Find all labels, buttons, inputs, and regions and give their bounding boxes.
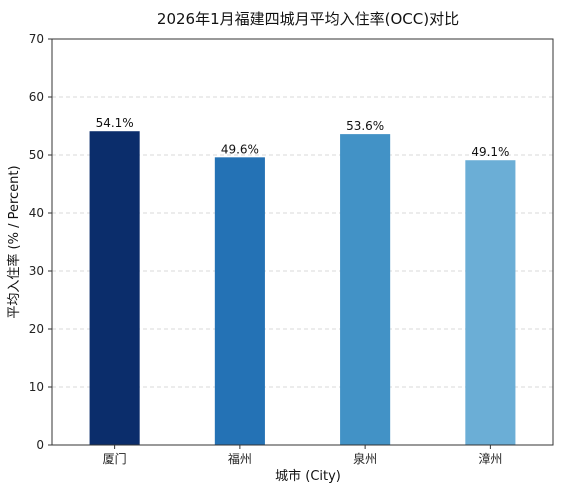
label-layer: 54.1% 49.6% 53.6% 49.1% xyxy=(96,116,510,159)
y-axis-title: 平均入住率 (% / Percent) xyxy=(6,165,22,318)
axis-layer: 0 10 20 30 40 50 60 70 厦门 福州 泉州 漳州 xyxy=(29,32,554,466)
x-tick-label: 厦门 xyxy=(103,451,127,466)
bar-2 xyxy=(214,157,265,445)
x-axis-title: 城市 (City) xyxy=(275,468,341,484)
y-tick-label: 70 xyxy=(29,32,44,46)
y-tick-label: 50 xyxy=(29,148,44,162)
chart-title: 2026年1月福建四城月平均入住率(OCC)对比 xyxy=(157,10,459,28)
y-tick-label: 40 xyxy=(29,206,44,220)
x-tick-label: 漳州 xyxy=(478,451,502,466)
bar-layer xyxy=(89,131,516,445)
y-tick-label: 10 xyxy=(29,380,44,394)
data-label: 53.6% xyxy=(346,119,384,133)
data-label: 49.6% xyxy=(221,142,259,156)
bar-4 xyxy=(465,160,516,445)
y-tick-label: 60 xyxy=(29,90,44,104)
bar-1 xyxy=(89,131,140,445)
y-tick-label: 0 xyxy=(36,438,44,452)
y-tick-label: 20 xyxy=(29,322,44,336)
x-tick-label: 泉州 xyxy=(353,452,377,466)
x-tick-label: 福州 xyxy=(228,451,252,466)
bar-3 xyxy=(340,134,391,445)
plot-frame xyxy=(51,38,554,446)
data-label: 54.1% xyxy=(96,116,134,130)
y-tick-label: 30 xyxy=(29,264,44,278)
data-label: 49.1% xyxy=(471,145,509,159)
